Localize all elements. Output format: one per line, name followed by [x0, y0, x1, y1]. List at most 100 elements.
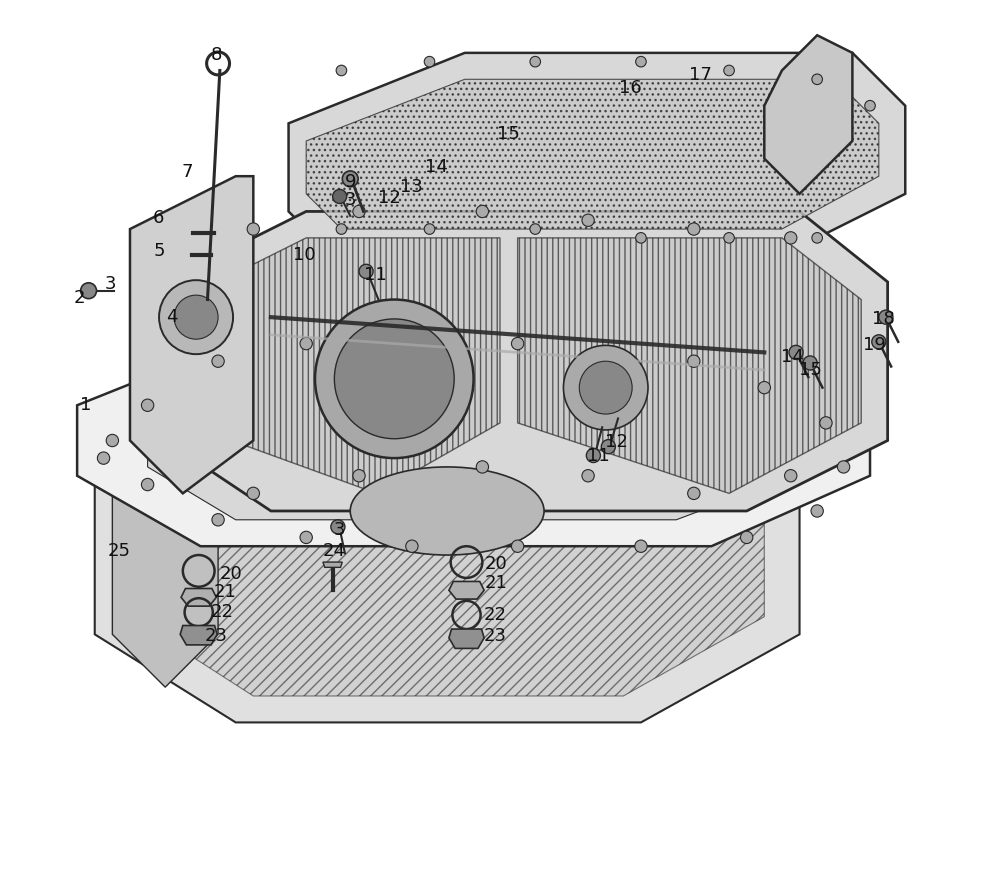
Text: 12: 12	[605, 433, 628, 451]
Text: 17: 17	[689, 66, 712, 84]
Text: 10: 10	[293, 247, 316, 264]
Circle shape	[424, 224, 435, 234]
Text: 9: 9	[344, 174, 356, 191]
Circle shape	[837, 461, 850, 473]
Circle shape	[476, 461, 489, 473]
Text: 5: 5	[153, 242, 165, 260]
Circle shape	[636, 233, 646, 243]
Circle shape	[336, 65, 347, 76]
Polygon shape	[181, 589, 216, 606]
Circle shape	[820, 417, 832, 429]
Circle shape	[406, 540, 418, 552]
Circle shape	[635, 540, 647, 552]
Circle shape	[212, 514, 224, 526]
Text: 6: 6	[152, 210, 164, 227]
Text: 15: 15	[497, 125, 520, 143]
Circle shape	[476, 205, 489, 218]
Text: 16: 16	[619, 79, 642, 97]
Circle shape	[812, 74, 822, 85]
Circle shape	[174, 295, 218, 339]
Text: 3: 3	[344, 191, 356, 209]
Text: 14: 14	[781, 348, 804, 366]
Circle shape	[300, 337, 312, 350]
Circle shape	[785, 470, 797, 482]
Circle shape	[688, 487, 700, 500]
Text: 23: 23	[484, 627, 507, 645]
Polygon shape	[165, 211, 888, 511]
Polygon shape	[95, 335, 800, 722]
Circle shape	[600, 346, 612, 359]
Circle shape	[579, 361, 632, 414]
Circle shape	[336, 224, 347, 234]
Polygon shape	[764, 35, 852, 194]
Circle shape	[803, 356, 817, 370]
Circle shape	[334, 319, 454, 439]
Polygon shape	[289, 53, 905, 247]
Circle shape	[511, 337, 524, 350]
Circle shape	[247, 223, 259, 235]
Circle shape	[212, 355, 224, 367]
Circle shape	[688, 223, 700, 235]
Circle shape	[758, 381, 770, 394]
Circle shape	[688, 355, 700, 367]
Circle shape	[424, 56, 435, 67]
Text: 21: 21	[214, 583, 237, 601]
Circle shape	[789, 345, 803, 359]
Circle shape	[530, 56, 541, 67]
Circle shape	[106, 434, 119, 447]
Text: 3: 3	[334, 522, 345, 539]
Circle shape	[511, 540, 524, 552]
Circle shape	[563, 345, 648, 430]
Circle shape	[741, 531, 753, 544]
Text: 14: 14	[425, 159, 448, 176]
Text: 15: 15	[799, 361, 822, 379]
Polygon shape	[306, 79, 879, 229]
Circle shape	[724, 233, 734, 243]
Circle shape	[601, 440, 615, 454]
Text: 18: 18	[872, 310, 895, 328]
Text: 2: 2	[73, 289, 85, 307]
Circle shape	[811, 505, 823, 517]
Polygon shape	[180, 626, 217, 645]
Circle shape	[333, 189, 347, 204]
Circle shape	[359, 264, 373, 278]
Polygon shape	[148, 370, 817, 520]
Circle shape	[812, 233, 822, 243]
Text: 20: 20	[220, 566, 243, 583]
Polygon shape	[130, 176, 253, 493]
Circle shape	[872, 335, 886, 349]
Circle shape	[81, 283, 97, 299]
Circle shape	[247, 487, 259, 500]
Polygon shape	[183, 238, 500, 493]
Text: 24: 24	[323, 542, 346, 559]
Text: 23: 23	[205, 627, 228, 645]
Circle shape	[530, 224, 541, 234]
Circle shape	[582, 470, 594, 482]
Circle shape	[159, 280, 233, 354]
Text: 22: 22	[211, 603, 234, 621]
Text: 22: 22	[484, 606, 507, 624]
Circle shape	[315, 300, 474, 458]
Circle shape	[406, 337, 418, 350]
Text: 21: 21	[484, 574, 507, 592]
Circle shape	[353, 205, 365, 218]
Text: 19: 19	[863, 337, 886, 354]
Circle shape	[636, 56, 646, 67]
Circle shape	[331, 520, 345, 534]
Circle shape	[879, 310, 893, 324]
Text: 1: 1	[80, 396, 92, 414]
Circle shape	[97, 452, 110, 464]
Polygon shape	[323, 562, 342, 567]
Text: 20: 20	[484, 555, 507, 573]
Text: 4: 4	[167, 308, 178, 326]
Text: 3: 3	[105, 275, 116, 292]
Circle shape	[865, 100, 875, 111]
Polygon shape	[112, 423, 218, 687]
Circle shape	[353, 470, 365, 482]
Polygon shape	[449, 629, 484, 648]
Text: 11: 11	[364, 266, 386, 284]
Ellipse shape	[350, 467, 544, 555]
Circle shape	[342, 171, 358, 187]
Polygon shape	[130, 370, 764, 696]
Polygon shape	[518, 238, 861, 493]
